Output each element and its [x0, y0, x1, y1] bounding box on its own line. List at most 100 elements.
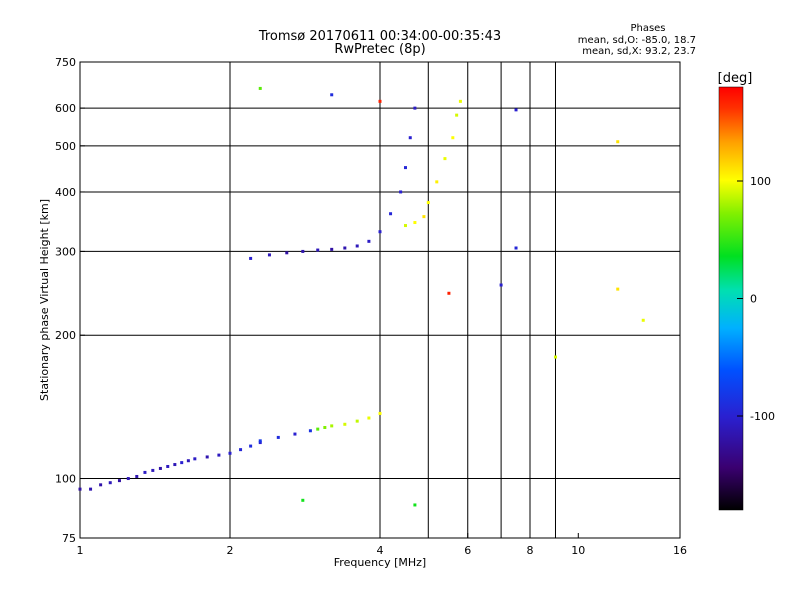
- echo-point: [343, 246, 347, 250]
- echo-point: [108, 481, 112, 485]
- echo-point: [443, 157, 447, 161]
- echo-point: [616, 140, 620, 144]
- colorbar-ticks: 100 0 -100: [737, 175, 775, 423]
- echo-point: [435, 180, 439, 184]
- echo-point: [378, 230, 382, 234]
- y-tick-label: 100: [55, 473, 76, 486]
- colorbar-tick-label: -100: [750, 410, 775, 423]
- echo-point: [166, 464, 170, 468]
- echo-point: [323, 425, 327, 429]
- y-tick-label: 500: [55, 140, 76, 153]
- echo-point: [217, 453, 221, 457]
- echo-point: [330, 93, 334, 97]
- echo-point: [293, 432, 297, 436]
- echo-point: [180, 461, 184, 465]
- echo-point: [355, 244, 359, 248]
- x-tick-label: 16: [673, 544, 687, 557]
- echo-point: [330, 247, 334, 251]
- echo-point: [316, 248, 320, 252]
- echo-point: [413, 106, 417, 110]
- echo-point: [403, 166, 407, 170]
- echo-point: [78, 487, 82, 491]
- x-tick-label: 8: [527, 544, 534, 557]
- echo-point: [99, 483, 103, 487]
- echo-point: [499, 283, 503, 287]
- echo-point: [143, 470, 147, 474]
- y-tick-label: 200: [55, 329, 76, 342]
- echo-point: [117, 479, 121, 483]
- echo-point: [186, 459, 190, 463]
- axis-layer: 1 2 4 6 8 10 16 75 100 200 300 400 500 600 750: [55, 56, 687, 557]
- phases-title: Phases: [630, 23, 665, 34]
- echo-point: [285, 251, 289, 255]
- echo-point: [308, 429, 312, 433]
- echo-point: [316, 427, 320, 431]
- echo-point: [258, 441, 262, 445]
- x-tick-label: 10: [571, 544, 585, 557]
- echo-point: [458, 99, 462, 103]
- colorbar-label: [deg]: [718, 71, 753, 86]
- echo-point: [239, 448, 243, 452]
- echo-point: [403, 224, 407, 228]
- phases-o-stats: mean, sd,O: -85.0, 18.7: [578, 35, 696, 46]
- x-tick-label: 2: [227, 544, 234, 557]
- echo-point: [399, 190, 403, 194]
- x-tick-label: 4: [377, 544, 384, 557]
- echo-point: [616, 287, 620, 291]
- echo-point: [367, 416, 371, 420]
- y-axis-label: Stationary phase Virtual Height [km]: [38, 199, 51, 401]
- points-layer: [78, 86, 645, 507]
- echo-point: [330, 424, 334, 428]
- echo-point: [514, 108, 518, 112]
- echo-point: [514, 246, 518, 250]
- echo-point: [641, 318, 645, 322]
- echo-point: [447, 291, 451, 295]
- echo-point: [451, 136, 455, 140]
- chart-subtitle: RwPretec (8p): [334, 42, 425, 57]
- echo-point: [413, 503, 417, 507]
- echo-point: [455, 113, 459, 117]
- echo-point: [151, 468, 155, 472]
- echo-point: [249, 256, 253, 260]
- echo-point: [378, 411, 382, 415]
- y-tick-label: 400: [55, 186, 76, 199]
- echo-point: [173, 463, 177, 467]
- colorbar-tick-label: 0: [750, 293, 757, 306]
- echo-point: [301, 498, 305, 502]
- y-tick-label: 300: [55, 245, 76, 258]
- echo-point: [276, 435, 280, 439]
- x-axis-label: Frequency [MHz]: [334, 556, 426, 569]
- echo-point: [249, 444, 253, 448]
- echo-point: [258, 86, 262, 90]
- echo-point: [378, 99, 382, 103]
- echo-point: [389, 212, 393, 216]
- echo-point: [426, 201, 430, 205]
- echo-point: [413, 221, 417, 225]
- y-tick-label: 750: [55, 56, 76, 69]
- colorbar-tick-label: 100: [750, 175, 771, 188]
- echo-point: [258, 439, 262, 443]
- echo-point: [158, 466, 162, 470]
- grid-layer: [80, 62, 680, 538]
- phases-x-stats: mean, sd,X: 93.2, 23.7: [582, 46, 696, 57]
- x-tick-label: 6: [464, 544, 471, 557]
- x-tick-label: 1: [77, 544, 84, 557]
- echo-point: [228, 451, 232, 455]
- echo-point: [553, 355, 557, 359]
- echo-point: [301, 249, 305, 253]
- y-tick-label: 600: [55, 102, 76, 115]
- echo-point: [367, 239, 371, 243]
- echo-point: [126, 477, 130, 481]
- echo-point: [343, 422, 347, 426]
- echo-point: [355, 419, 359, 423]
- echo-point: [205, 455, 209, 459]
- chart-title: Tromsø 20170611 00:34:00-00:35:43: [258, 29, 501, 44]
- echo-point: [408, 136, 412, 140]
- echo-point: [422, 215, 426, 219]
- echo-point: [89, 487, 93, 491]
- echo-point: [135, 474, 139, 478]
- y-tick-label: 75: [62, 532, 76, 545]
- echo-point: [267, 253, 271, 257]
- echo-point: [193, 457, 197, 461]
